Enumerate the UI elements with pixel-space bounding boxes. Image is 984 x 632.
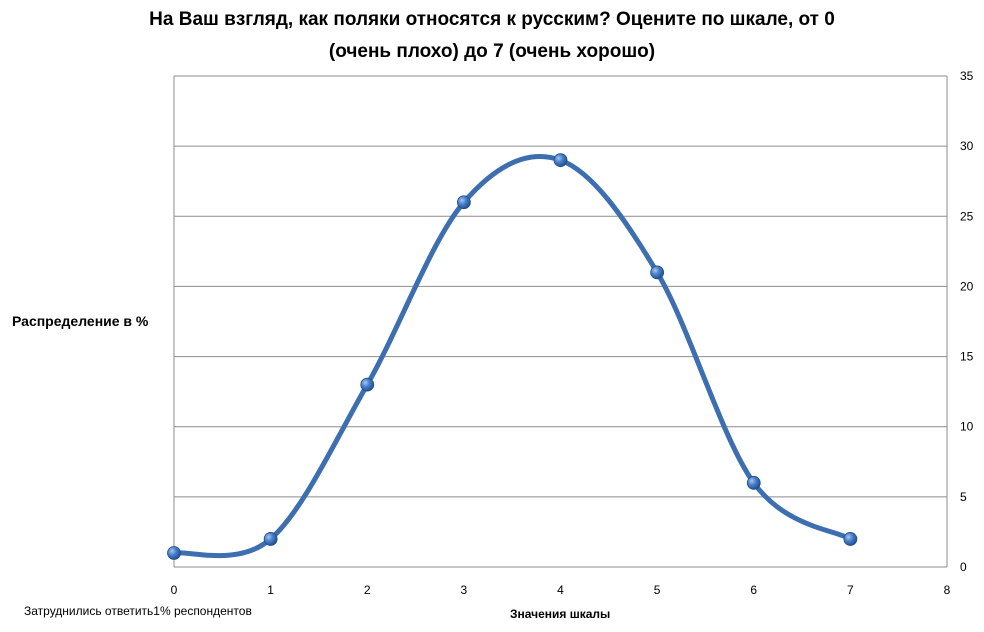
chart-title-line-2: (очень плохо) до 7 (очень хорошо) — [328, 41, 656, 62]
data-point-3 — [456, 195, 471, 210]
x-tick-label-0: 0 — [171, 583, 178, 597]
data-point-0 — [167, 546, 181, 560]
series-line — [171, 154, 853, 559]
data-point-4 — [553, 153, 568, 168]
data-point-2 — [360, 377, 375, 392]
y-tick-label-0: 0 — [960, 560, 967, 574]
y-tick-label-10: 10 — [960, 420, 974, 434]
x-tick-labels: 0 1 2 3 4 5 6 7 8 — [171, 583, 951, 597]
x-tick-label-7: 7 — [847, 583, 854, 597]
gridlines — [174, 75, 947, 498]
data-point-6 — [746, 475, 761, 490]
axes — [173, 76, 948, 568]
chart-title: На Ваш взгляд, как поляки относятся к ру… — [0, 4, 984, 68]
y-tick-label-35: 35 — [960, 69, 974, 83]
chart-title-line-1: На Ваш взгляд, как поляки относятся к ру… — [149, 9, 835, 30]
y-tick-label-25: 25 — [960, 209, 974, 223]
x-tick-label-2: 2 — [364, 583, 371, 597]
x-tick-label-8: 8 — [944, 583, 951, 597]
y-axis-label: Распределение в % — [12, 313, 149, 329]
y-tick-label-5: 5 — [960, 490, 967, 504]
x-tick-label-4: 4 — [557, 583, 564, 597]
x-tick-label-1: 1 — [267, 583, 274, 597]
y-tick-labels: 0 5 10 15 20 25 30 35 — [960, 69, 974, 574]
x-tick-label-6: 6 — [750, 583, 757, 597]
y-tick-label-15: 15 — [960, 350, 974, 364]
x-axis-label: Значения шкалы — [510, 607, 611, 621]
y-tick-label-30: 30 — [960, 139, 974, 153]
series-layer — [171, 154, 853, 559]
data-point-1 — [263, 532, 278, 546]
marker-layer — [167, 153, 858, 560]
y-tick-label-20: 20 — [960, 279, 974, 293]
x-tick-label-3: 3 — [461, 583, 468, 597]
no-answer-note: Затруднились ответить1% респондентов — [24, 604, 252, 618]
data-point-5 — [650, 265, 665, 280]
x-tick-label-5: 5 — [654, 583, 661, 597]
data-point-7 — [843, 532, 858, 546]
